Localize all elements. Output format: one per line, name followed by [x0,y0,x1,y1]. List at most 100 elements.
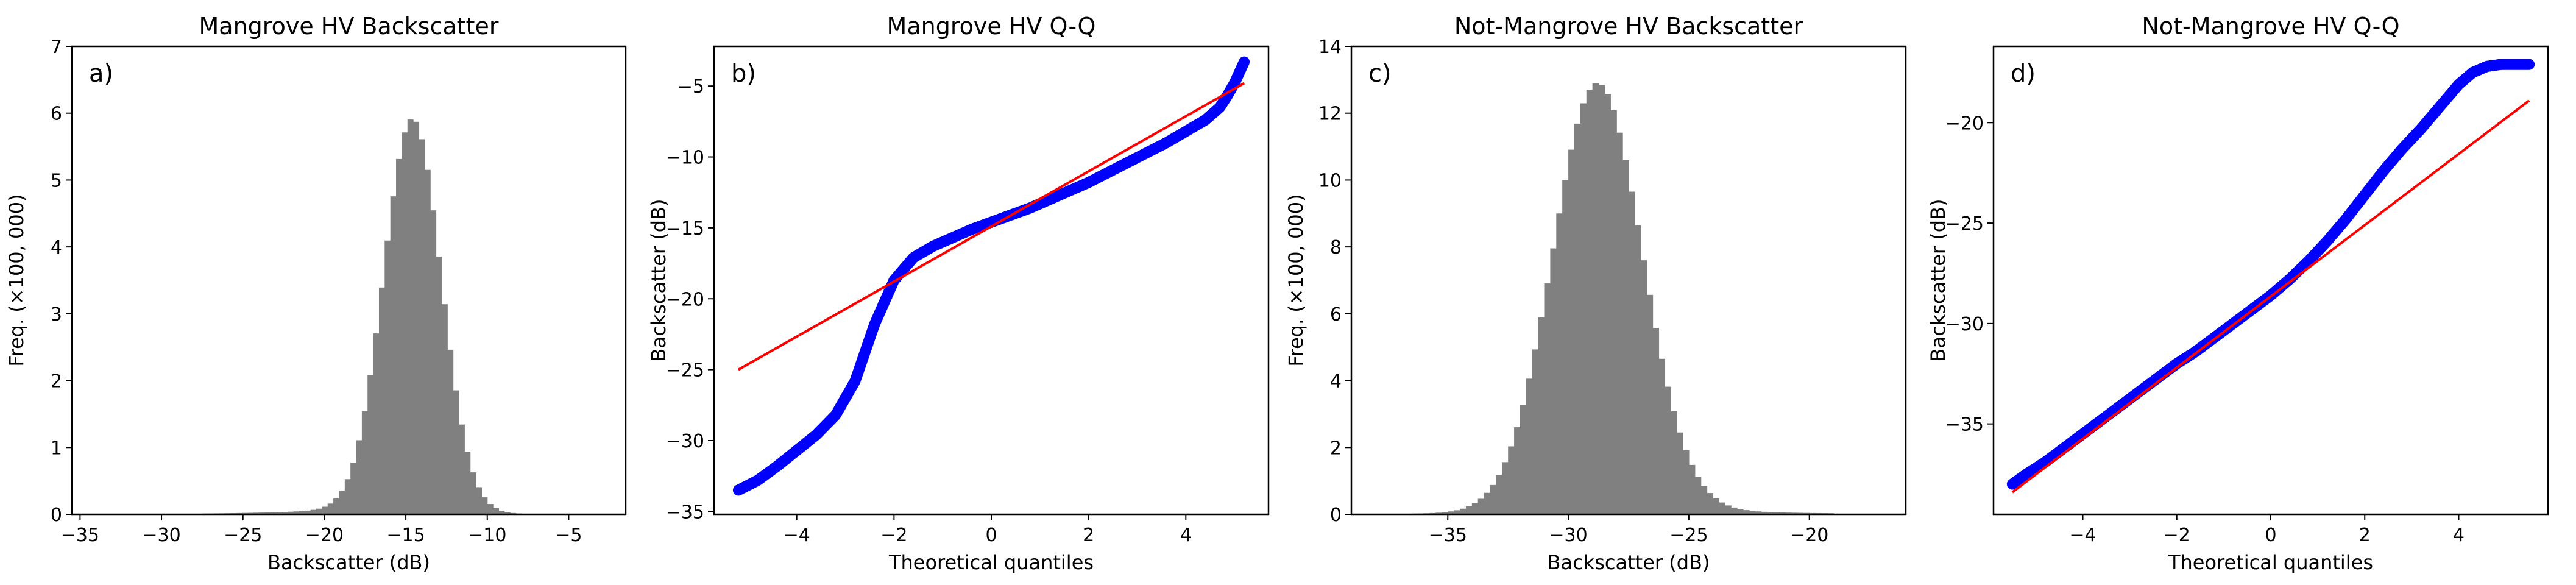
histogram-bar [1719,502,1725,514]
y-tick-label: −30 [666,431,704,452]
histogram-bar [419,139,425,514]
histogram-bar [407,119,414,514]
panel-title: Mangrove HV Backscatter [199,13,499,40]
x-tick-label: −30 [142,525,180,546]
y-tick-label: −5 [678,76,704,98]
histogram-bar [1622,160,1629,514]
histogram-bar [1665,386,1671,514]
histogram-bar [470,472,476,514]
histogram-bar [1773,512,1780,514]
histogram-bar [430,210,437,514]
y-tick-label: 14 [1318,37,1342,58]
histogram-bar [1731,507,1738,514]
histogram-bar [1484,492,1491,514]
histogram-bar [1598,85,1605,514]
histogram-bar [356,440,363,514]
histogram-bar [1442,512,1448,514]
x-tick-label: −30 [1549,525,1587,546]
histogram-bar [1755,511,1762,514]
histogram-bar [1580,103,1587,514]
histogram-bar [288,511,294,514]
y-tick-label: −20 [1945,113,1984,134]
histogram-bar [1658,358,1665,514]
histogram-bar [1465,506,1473,514]
axes-frame [1350,45,1907,516]
histogram-bar [396,158,402,514]
y-tick-label: 3 [51,304,62,325]
x-axis-label: Backscatter (dB) [1548,551,1710,574]
histogram-bar [1538,317,1545,514]
histogram-bar [316,508,322,514]
x-tick-label: 2 [2359,525,2371,546]
x-tick-label: −35 [1429,525,1467,546]
y-axis-label: Backscatter (dB) [1927,199,1950,362]
y-tick-label: 4 [1330,371,1342,392]
reference-line [737,82,1245,371]
y-tick-label: 8 [1330,237,1342,258]
x-tick-label: −4 [784,525,810,546]
x-tick-label: 0 [985,525,997,546]
panel-a: −35 −30 −25 −20 −15 −10 −5 0 1 2 3 4 5 6 7 Mangrove HV … [5,13,627,574]
histogram-bar [271,512,277,514]
y-tick-label: −20 [666,289,704,310]
histogram-bar [1550,248,1557,514]
qq-point [1239,56,1250,68]
x-tick-label: −2 [2164,525,2190,546]
histogram-bar [361,411,368,514]
histogram-bar [373,333,380,514]
histogram-bar [322,506,328,514]
histogram-bar [1604,94,1611,514]
y-tick-label: 12 [1318,104,1342,125]
histogram-bar [293,511,300,514]
histogram-bar [390,196,397,514]
histogram-bar [1743,510,1750,514]
histogram-bar [1471,503,1479,514]
histogram-bar [1652,328,1660,514]
x-tick-label: −25 [224,525,262,546]
panel-title: Not-Mangrove HV Backscatter [1454,13,1803,40]
x-tick-label: 2 [1083,525,1094,546]
y-tick-label: −35 [666,502,704,523]
x-tick-label: −20 [1790,525,1828,546]
histogram-bar [299,511,305,514]
histogram-bar [281,512,288,514]
reference-line [2011,99,2530,494]
histogram-bar [1725,505,1732,514]
panel-letter: a) [89,60,113,88]
histogram-bar [1694,477,1702,514]
panel-letter: d) [2011,60,2036,88]
histogram-bar [1460,508,1467,514]
histogram-bar [1592,83,1599,515]
histogram-bar [1737,509,1744,514]
histogram-bar [413,121,420,515]
histogram-bar [458,424,465,514]
histogram-bar [1435,512,1442,514]
x-tick-label: 4 [1180,525,1192,546]
panel-title: Mangrove HV Q-Q [887,13,1096,40]
histogram-bar [1562,180,1569,514]
histogram-bar [476,487,482,514]
y-tick-label: 6 [1330,304,1342,325]
histogram-bar [1514,427,1521,514]
y-axis-label: Backscatter (dB) [647,199,670,362]
histogram-bar [1761,511,1768,514]
x-tick-label: 0 [2265,525,2276,546]
y-tick-label: −30 [1945,314,1984,335]
x-axis-label: Theoretical quantiles [888,551,1094,574]
histogram-bar [441,304,448,514]
y-tick-label: −25 [666,360,704,381]
histogram-bar [1646,294,1654,514]
histogram-bar [1490,484,1496,514]
histogram-bar [1671,411,1677,514]
histogram-bar [350,463,357,514]
histogram-bar [1616,132,1623,514]
x-tick-label: −10 [468,525,506,546]
histogram-bar [1610,110,1617,514]
histogram-bar [424,169,431,514]
histogram-bar [1574,123,1581,514]
x-tick-label: −15 [386,525,425,546]
qq-point [2524,58,2535,70]
y-axis-label: Freq. (×100, 000) [1284,194,1307,366]
panel-letter: b) [731,60,756,88]
